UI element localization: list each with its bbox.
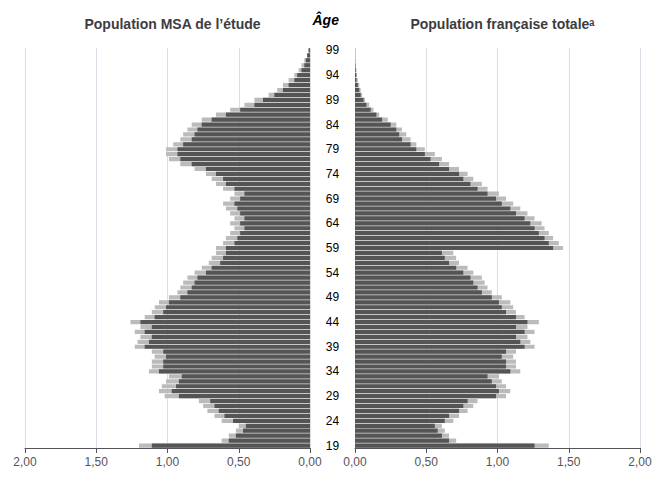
svg-text:0,50: 0,50 [415,455,439,469]
svg-text:94: 94 [326,68,340,82]
svg-text:64: 64 [326,216,340,230]
svg-text:99: 99 [326,43,340,57]
svg-text:0,00: 0,00 [298,455,322,469]
svg-text:84: 84 [326,118,340,132]
svg-text:0,00: 0,00 [343,455,367,469]
svg-text:19: 19 [326,439,340,453]
svg-text:0,50: 0,50 [227,455,251,469]
svg-text:1,50: 1,50 [557,455,581,469]
svg-text:39: 39 [326,340,340,354]
svg-text:69: 69 [326,192,340,206]
svg-text:79: 79 [326,142,340,156]
svg-text:2,00: 2,00 [628,455,652,469]
svg-text:54: 54 [326,266,340,280]
svg-text:Population MSA de l’étude: Population MSA de l’étude [84,16,260,32]
svg-text:34: 34 [326,364,340,378]
svg-text:2,00: 2,00 [13,455,37,469]
svg-text:59: 59 [326,241,340,255]
svg-text:44: 44 [326,315,340,329]
svg-text:29: 29 [326,389,340,403]
svg-text:Âge: Âge [311,11,339,28]
svg-text:74: 74 [326,167,340,181]
svg-text:1,50: 1,50 [85,455,109,469]
svg-text:49: 49 [326,290,340,304]
svg-text:1,00: 1,00 [156,455,180,469]
svg-text:1,00: 1,00 [486,455,510,469]
svg-text:24: 24 [326,414,340,428]
svg-text:89: 89 [326,93,340,107]
svg-text:Population française totaleᵃ: Population française totaleᵃ [410,16,595,32]
